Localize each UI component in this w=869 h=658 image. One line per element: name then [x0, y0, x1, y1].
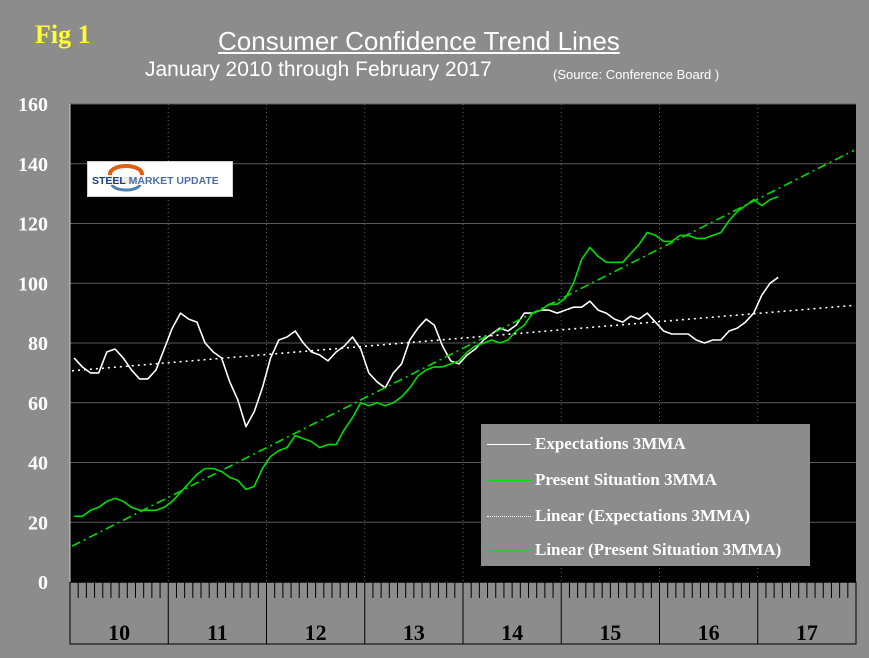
x-year-label: 16 [698, 620, 720, 645]
y-tick-label: 60 [28, 393, 48, 415]
x-year-label: 14 [501, 620, 523, 645]
y-tick-label: 100 [18, 273, 48, 295]
chart-title: Consumer Confidence Trend Lines [218, 26, 620, 56]
legend-label: Expectations 3MMA [535, 434, 686, 453]
logo-text: STEEL MARKET UPDATE [92, 175, 219, 187]
y-tick-label: 20 [28, 512, 48, 534]
chart-subtitle: January 2010 through February 2017 [145, 58, 492, 81]
y-tick-label: 0 [38, 572, 48, 594]
legend-item-linear-present: Linear (Present Situation 3MMA) [481, 538, 781, 562]
legend-swatch [487, 479, 531, 481]
x-year-label: 11 [207, 620, 228, 645]
x-year-label: 15 [599, 620, 621, 645]
x-year-label: 17 [796, 620, 818, 645]
legend-swatch [487, 443, 531, 445]
x-year-label: 10 [108, 620, 130, 645]
y-axis: 0 20 40 60 80 100 120 140 160 [18, 94, 48, 594]
y-tick-label: 80 [28, 333, 48, 355]
legend-item-expectations: Expectations 3MMA [481, 432, 686, 456]
x-year-label: 12 [305, 620, 327, 645]
legend-swatch [487, 515, 531, 517]
figure-label: Fig 1 [35, 20, 91, 49]
legend-label: Linear (Present Situation 3MMA) [535, 540, 782, 559]
legend-label: Linear (Expectations 3MMA) [535, 506, 750, 525]
chart-source: (Source: Conference Board ) [553, 67, 720, 82]
y-tick-label: 40 [28, 453, 48, 475]
y-tick-label: 160 [18, 94, 48, 116]
legend-item-linear-expectations: Linear (Expectations 3MMA) [481, 504, 750, 528]
steel-market-update-logo: STEEL MARKET UPDATE [87, 161, 233, 197]
series-line [73, 276, 779, 428]
y-tick-label: 140 [18, 154, 48, 176]
y-tick-label: 120 [18, 214, 48, 236]
legend-item-present: Present Situation 3MMA [481, 468, 717, 492]
x-year-label: 13 [403, 620, 425, 645]
legend-label: Present Situation 3MMA [535, 470, 717, 489]
trend-line [71, 149, 855, 547]
legend: Expectations 3MMA Present Situation 3MMA… [481, 424, 810, 566]
legend-swatch [487, 549, 531, 551]
series-group [71, 149, 855, 547]
series-line [74, 195, 779, 518]
x-axis: 10 11 12 13 14 15 16 17 [69, 104, 857, 645]
